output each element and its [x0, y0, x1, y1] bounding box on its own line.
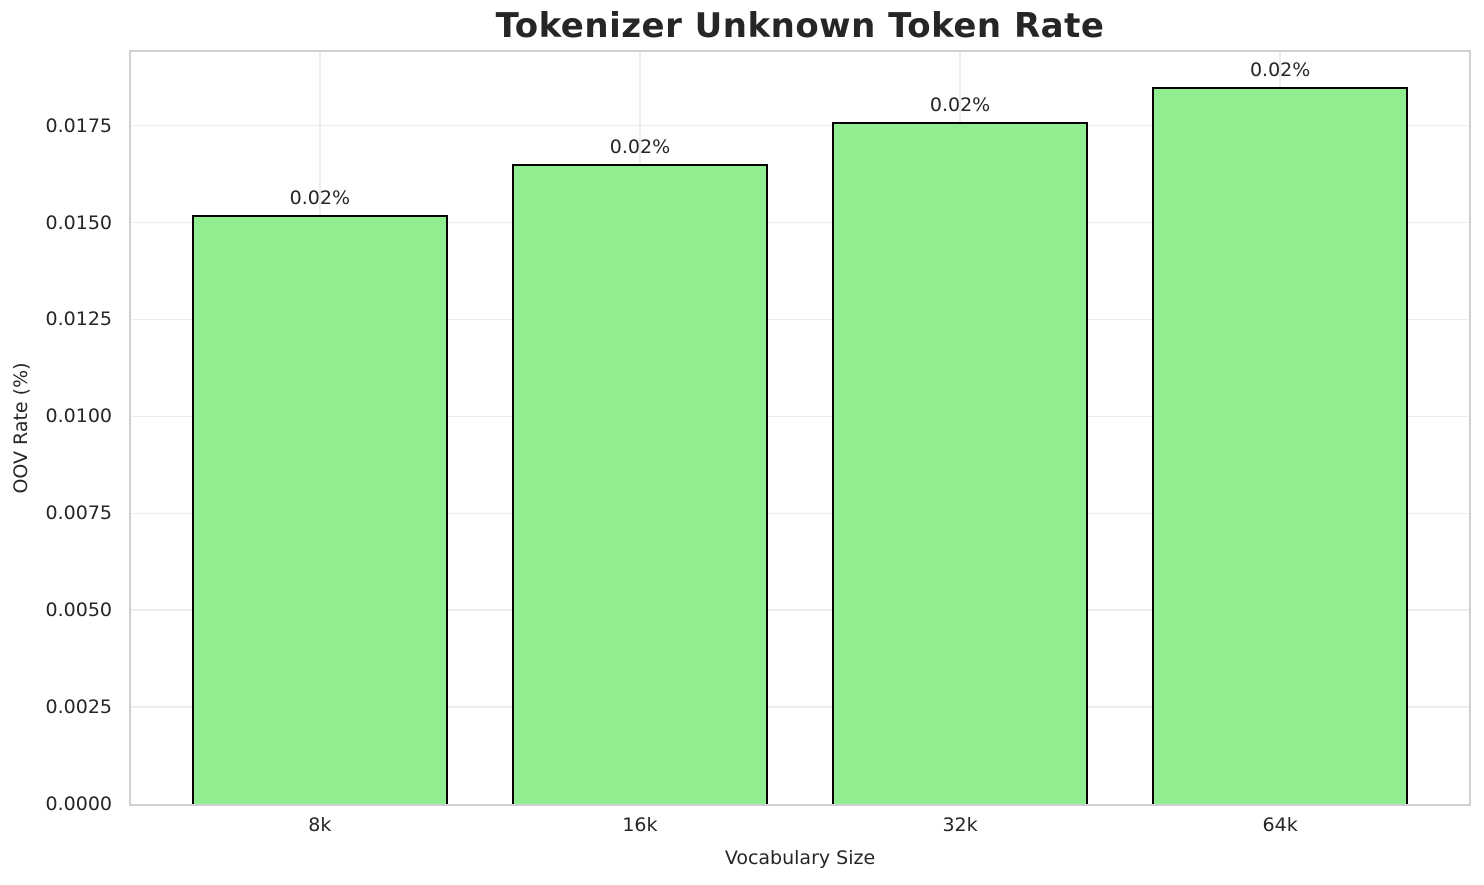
- bar-value-label: 0.02%: [609, 136, 671, 159]
- gridline-y: [131, 512, 1469, 515]
- x-axis-label: Vocabulary Size: [724, 847, 876, 869]
- gridline-y: [131, 415, 1469, 418]
- x-tick-label: 8k: [308, 814, 332, 836]
- y-tick-label: 0.0025: [45, 696, 112, 719]
- bar: [832, 121, 1089, 804]
- gridline-y: [131, 318, 1469, 321]
- y-tick-label: 0.0000: [45, 793, 112, 815]
- x-tick-label: 32k: [942, 814, 978, 836]
- y-tick-label: 0.0075: [45, 502, 112, 525]
- x-tick-label: 16k: [622, 814, 658, 836]
- bar: [1152, 86, 1409, 804]
- bar: [191, 214, 448, 804]
- plot-spines: [129, 50, 1471, 806]
- x-tick-label: 64k: [1262, 814, 1298, 836]
- chart-title: Tokenizer Unknown Token Rate: [495, 6, 1105, 46]
- gridline-y: [131, 609, 1469, 611]
- gridline-y: [131, 706, 1469, 708]
- y-tick-label: 0.0125: [45, 308, 112, 331]
- bar-value-label: 0.02%: [929, 93, 991, 116]
- gridline-y: [131, 221, 1469, 224]
- bar-value-label: 0.02%: [1249, 58, 1311, 81]
- y-tick-label: 0.0175: [45, 114, 112, 137]
- bar: [511, 164, 768, 804]
- y-tick-label: 0.0050: [45, 599, 112, 622]
- gridline-y: [131, 124, 1469, 127]
- y-axis-label: OOV Rate (%): [10, 362, 32, 494]
- y-tick-label: 0.0150: [45, 211, 112, 234]
- bar-value-label: 0.02%: [289, 186, 351, 209]
- y-tick-label: 0.0100: [45, 405, 112, 428]
